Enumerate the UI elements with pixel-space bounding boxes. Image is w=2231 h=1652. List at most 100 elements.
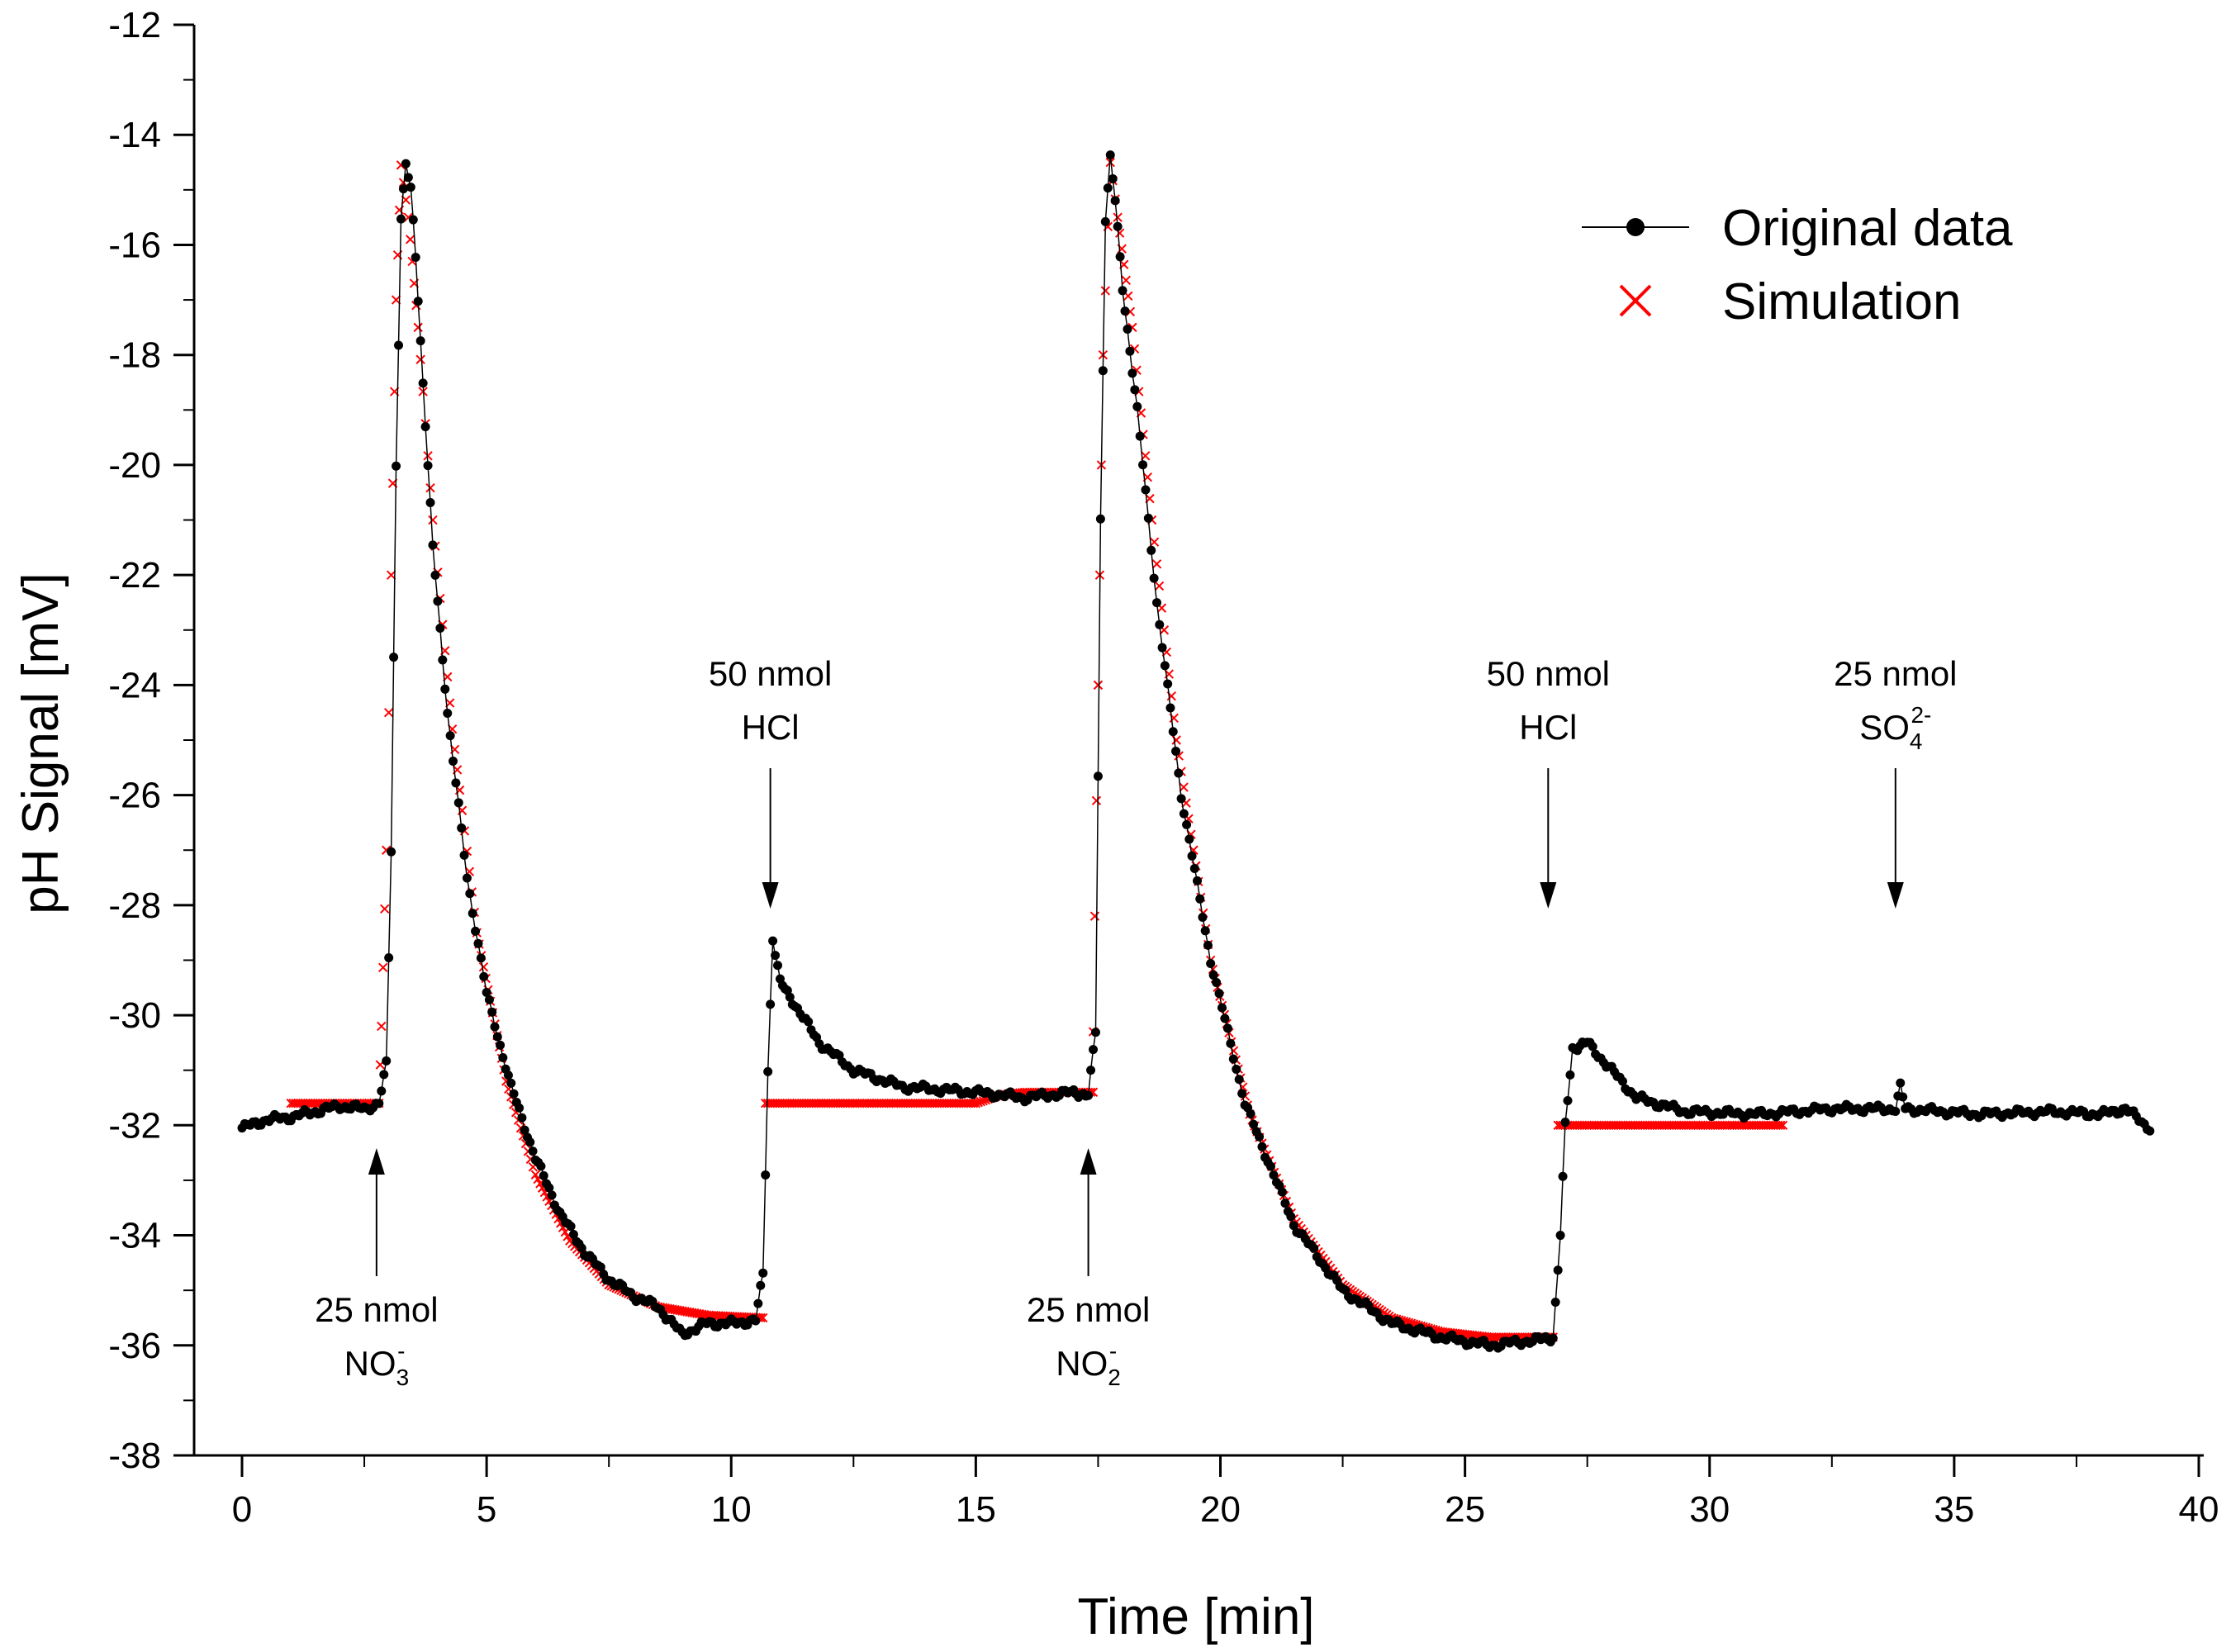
original-data-point: [2145, 1126, 2155, 1136]
annotation-arrow-head: [1540, 882, 1557, 909]
original-data-point: [1100, 216, 1110, 226]
y-tick-label: -36: [108, 1326, 161, 1366]
y-tick-label: -18: [108, 335, 161, 376]
original-data-point: [435, 624, 445, 634]
simulation-point: [1089, 911, 1100, 921]
simulation-point: [1121, 275, 1131, 285]
original-data-point: [1214, 989, 1224, 999]
original-data-point: [1257, 1142, 1267, 1151]
original-data-point: [1249, 1119, 1259, 1129]
y-tick-label: -26: [108, 776, 161, 816]
original-data-point: [415, 336, 425, 346]
original-data-point: [1141, 485, 1151, 495]
original-data-point: [1277, 1187, 1287, 1197]
original-data-point: [1149, 573, 1159, 583]
original-data-point: [596, 1262, 605, 1272]
original-data-point: [382, 1056, 392, 1066]
simulation-point: [386, 570, 396, 580]
original-data-point: [536, 1161, 546, 1171]
original-data-point: [547, 1190, 557, 1200]
original-data-point: [1171, 746, 1181, 756]
original-data-point: [1565, 1070, 1575, 1080]
original-data-point: [394, 340, 404, 350]
x-tick-label: 20: [1200, 1489, 1241, 1530]
original-data-point: [418, 378, 428, 388]
original-data-point: [528, 1146, 538, 1156]
simulation-point: [415, 354, 425, 364]
x-ticks: 0 5 10 15 20 25 30 35 40: [232, 1455, 2219, 1530]
annotations: 25 nmol NO3- 50 nmol HCl 25 nmol NO2- 50 nmol H…: [315, 654, 1957, 1390]
original-data-point: [785, 992, 795, 1002]
y-tick-label: -30: [108, 995, 161, 1036]
original-data-point: [377, 1086, 387, 1096]
original-data-point: [476, 953, 486, 963]
simulation-point: [1778, 1120, 1788, 1131]
simulation-point: [378, 962, 388, 973]
annotation-arrow-head: [1080, 1148, 1097, 1175]
simulation-point: [1093, 680, 1104, 691]
original-data-point: [401, 159, 411, 169]
x-axis-title: Time [min]: [1077, 1588, 1314, 1645]
original-data-point: [751, 1316, 761, 1326]
original-data-point: [408, 215, 418, 225]
original-data-point: [773, 961, 783, 971]
original-data-point: [1193, 876, 1203, 885]
original-data-point: [758, 1268, 768, 1278]
original-data-point: [1108, 173, 1118, 183]
original-data-point: [473, 938, 483, 948]
original-data-point: [1232, 1064, 1241, 1074]
annotation-amount: 50 nmol: [1487, 654, 1610, 693]
original-data-point: [413, 297, 423, 306]
original-data-point: [509, 1089, 519, 1099]
original-data-point: [1234, 1075, 1244, 1085]
y-tick-label: -32: [108, 1105, 161, 1146]
y-tick-label: -12: [108, 5, 161, 45]
original-data-point: [449, 757, 458, 767]
original-data-point: [577, 1243, 586, 1253]
original-data-point: [468, 909, 477, 919]
original-data-point: [438, 655, 448, 665]
original-data-point: [1135, 431, 1145, 441]
y-tick-label: -28: [108, 885, 161, 926]
original-data-point: [1309, 1243, 1319, 1253]
y-tick-label: -34: [108, 1216, 161, 1256]
simulation-point: [478, 961, 489, 972]
original-data-point: [1160, 661, 1170, 671]
original-data-point: [1184, 834, 1194, 844]
original-data-point: [1146, 545, 1156, 555]
original-data-point: [1093, 771, 1103, 781]
original-data-point: [1228, 1054, 1238, 1064]
original-data-point: [1553, 1265, 1563, 1275]
original-data-point: [506, 1078, 516, 1088]
x-tick-label: 0: [232, 1489, 252, 1530]
x-tick-label: 25: [1445, 1489, 1485, 1530]
original-data-point: [1090, 1028, 1100, 1037]
legend-label-original: Original data: [1722, 200, 2013, 257]
x-tick-label: 10: [711, 1489, 752, 1530]
original-data-point: [389, 653, 399, 662]
simulation-point: [1149, 537, 1160, 547]
original-data-point: [766, 999, 776, 1009]
original-data-point: [1095, 514, 1105, 524]
annotation-species: SO42-: [1859, 702, 1931, 754]
original-data-point: [379, 1070, 389, 1080]
simulation-point: [413, 322, 423, 333]
original-data-point: [423, 461, 433, 471]
original-data-point: [763, 1066, 773, 1076]
original-data-point: [392, 461, 401, 471]
original-data-point: [425, 497, 435, 507]
original-data-point: [1103, 183, 1113, 193]
original-data-point: [1110, 196, 1120, 206]
original-data-point: [457, 823, 467, 833]
original-data-point: [396, 214, 406, 224]
annotation-species: HCl: [742, 708, 800, 747]
original-data-point: [484, 995, 494, 1004]
original-data-point: [1163, 679, 1173, 689]
original-data-point: [430, 570, 440, 580]
original-data-point: [1200, 926, 1210, 936]
y-tick-label: -14: [108, 115, 161, 155]
original-data-point: [1208, 971, 1218, 980]
original-data-point: [411, 252, 420, 262]
original-data-point: [1198, 912, 1208, 922]
original-data-point: [1187, 851, 1197, 861]
